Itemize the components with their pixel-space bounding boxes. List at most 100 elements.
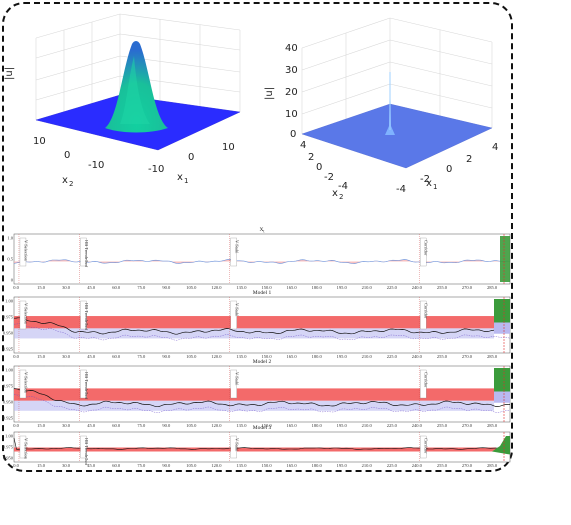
left-x1-tick-3: -10 (148, 164, 164, 175)
m2-end-purple (494, 391, 510, 403)
strip-title-1: Xt (259, 227, 265, 234)
x-tick-label: 0.0 (13, 285, 19, 290)
left-x1-tick-1: 10 (222, 142, 235, 153)
x-tick-label: 90.0 (162, 285, 171, 290)
left-x1-sub: 1 (184, 177, 188, 185)
x-tick-label: 105.0 (186, 354, 197, 359)
y-tick-label: 0.975 (3, 315, 14, 320)
x-tick-label: 60.0 (112, 285, 121, 290)
strip-panel-1: Xt V Selection HB Trendelhof V Stahl Corrido… (7, 227, 511, 290)
event-label-box (420, 435, 427, 459)
right-x2-tick-4: -2 (324, 172, 334, 183)
x-tick-label: 60.0 (112, 463, 121, 468)
x-tick-label: 285.0 (487, 423, 498, 428)
x-tick-label: 150.0 (261, 285, 272, 290)
y-tick-label: 0.950 (3, 400, 14, 405)
time-series-strips: Xt V Selection HB Trendelhof V Stahl Corrido… (3, 227, 511, 468)
event-label-box (230, 237, 237, 267)
surface-plot-left: |u| 10 0 -10 x 2 10 0 -10 x 1 (4, 13, 241, 188)
x-tick-label: 105.0 (186, 423, 197, 428)
event-label-box (230, 300, 237, 330)
event-label-box (19, 435, 27, 459)
strip-panel-4: Model 3 V Selection HB Trendelhof V Stahl Co… (3, 425, 511, 468)
event-label: HB Trendelhof (84, 303, 89, 331)
right-x2-label: x (332, 188, 338, 199)
right-z-tick-4: 10 (285, 109, 298, 120)
x-tick-label: 195.0 (337, 463, 348, 468)
y-tick-label: 0.950 (3, 456, 14, 461)
right-z-tick-1: 40 (285, 43, 298, 54)
left-x1-label: x (177, 172, 183, 183)
x-tick-label: 240.0 (412, 463, 423, 468)
m1-green-band (494, 299, 510, 323)
m1-dotted-line (13, 323, 511, 341)
x-tick-label: 120.0 (211, 285, 222, 290)
x-tick-label: 0.0 (13, 354, 19, 359)
left-x2-tick-2: 0 (64, 150, 70, 161)
left-x2-sub: 2 (69, 180, 73, 188)
event-label-box (80, 237, 87, 267)
x-tick-label: 225.0 (387, 285, 398, 290)
right-surface-base (302, 104, 492, 168)
strip-title-sub: t (263, 229, 265, 234)
x-tick-label: 165.0 (287, 423, 298, 428)
event-label: V Stahl (234, 240, 239, 254)
right-x1-tick-3: 0 (446, 164, 452, 175)
m2-red-band (14, 388, 494, 401)
strip-panel-2: Model 1 V Selection HB Trendelhof V Stahl Co… (3, 290, 511, 359)
x-tick-label: 45.0 (87, 423, 96, 428)
strip-title-4: Model 3 (253, 425, 272, 431)
x-tick-label: 75.0 (137, 463, 146, 468)
x-tick-label: 105.0 (186, 285, 197, 290)
x-tick-label: 195.0 (337, 285, 348, 290)
m2-green-band (494, 368, 510, 392)
event-label-box (19, 300, 27, 330)
event-label: HB Trendelhof (84, 438, 89, 466)
x-tick-label: 270.0 (462, 463, 473, 468)
event-label: HB Trendelhof (84, 372, 89, 400)
dashed-frame (2, 2, 513, 472)
event-label: V Stahl (234, 303, 239, 317)
m1-red-band (14, 316, 494, 329)
left-x2-tick-1: 10 (33, 136, 46, 147)
x-tick-label: 255.0 (437, 423, 448, 428)
right-x2-sub: 2 (339, 193, 343, 200)
x-tick-label: 240.0 (412, 285, 423, 290)
x-tick-label: 180.0 (312, 463, 323, 468)
x-tick-label: 45.0 (87, 463, 96, 468)
y-tick-label: 1.00 (5, 434, 14, 439)
xt-green-band (500, 236, 510, 282)
x-tick-label: 120.0 (211, 463, 222, 468)
event-label-box (420, 369, 427, 399)
left-x2-label: x (62, 175, 68, 186)
x-tick-label: 210.0 (362, 354, 373, 359)
right-z-label: |u| (264, 87, 275, 100)
x-tick-label: 225.0 (387, 423, 398, 428)
event-label: Corridor (424, 438, 429, 454)
y-tick-label: 0.975 (3, 445, 14, 450)
m2-line (13, 388, 511, 408)
event-label-box (420, 237, 427, 267)
x-tick-label: 165.0 (287, 463, 298, 468)
right-x2-tick-5: -4 (338, 181, 348, 192)
x-tick-label: 285.0 (487, 285, 498, 290)
x-tick-label: 180.0 (312, 423, 323, 428)
x-tick-label: 180.0 (312, 354, 323, 359)
x-tick-label: 60.0 (112, 354, 121, 359)
x-tick-label: 0.0 (13, 423, 19, 428)
x-tick-label: 165.0 (287, 285, 298, 290)
right-x2-tick-1: 4 (300, 140, 306, 151)
m3-line (13, 437, 511, 450)
x-tick-label: 90.0 (162, 423, 171, 428)
right-x1-tick-5: -4 (396, 184, 406, 195)
m1-line (13, 317, 511, 335)
left-z-label: |u| (4, 67, 15, 80)
x-tick-label: 255.0 (437, 354, 448, 359)
y-tick-label: 1.00 (5, 299, 14, 304)
event-label: V Selection (23, 438, 28, 460)
event-label: V Selection (23, 372, 28, 394)
m2-dotted-line (13, 394, 511, 413)
x-tick-label: 60.0 (112, 423, 121, 428)
x-tick-label: 150.0 (261, 423, 272, 428)
event-label-box (420, 300, 427, 330)
